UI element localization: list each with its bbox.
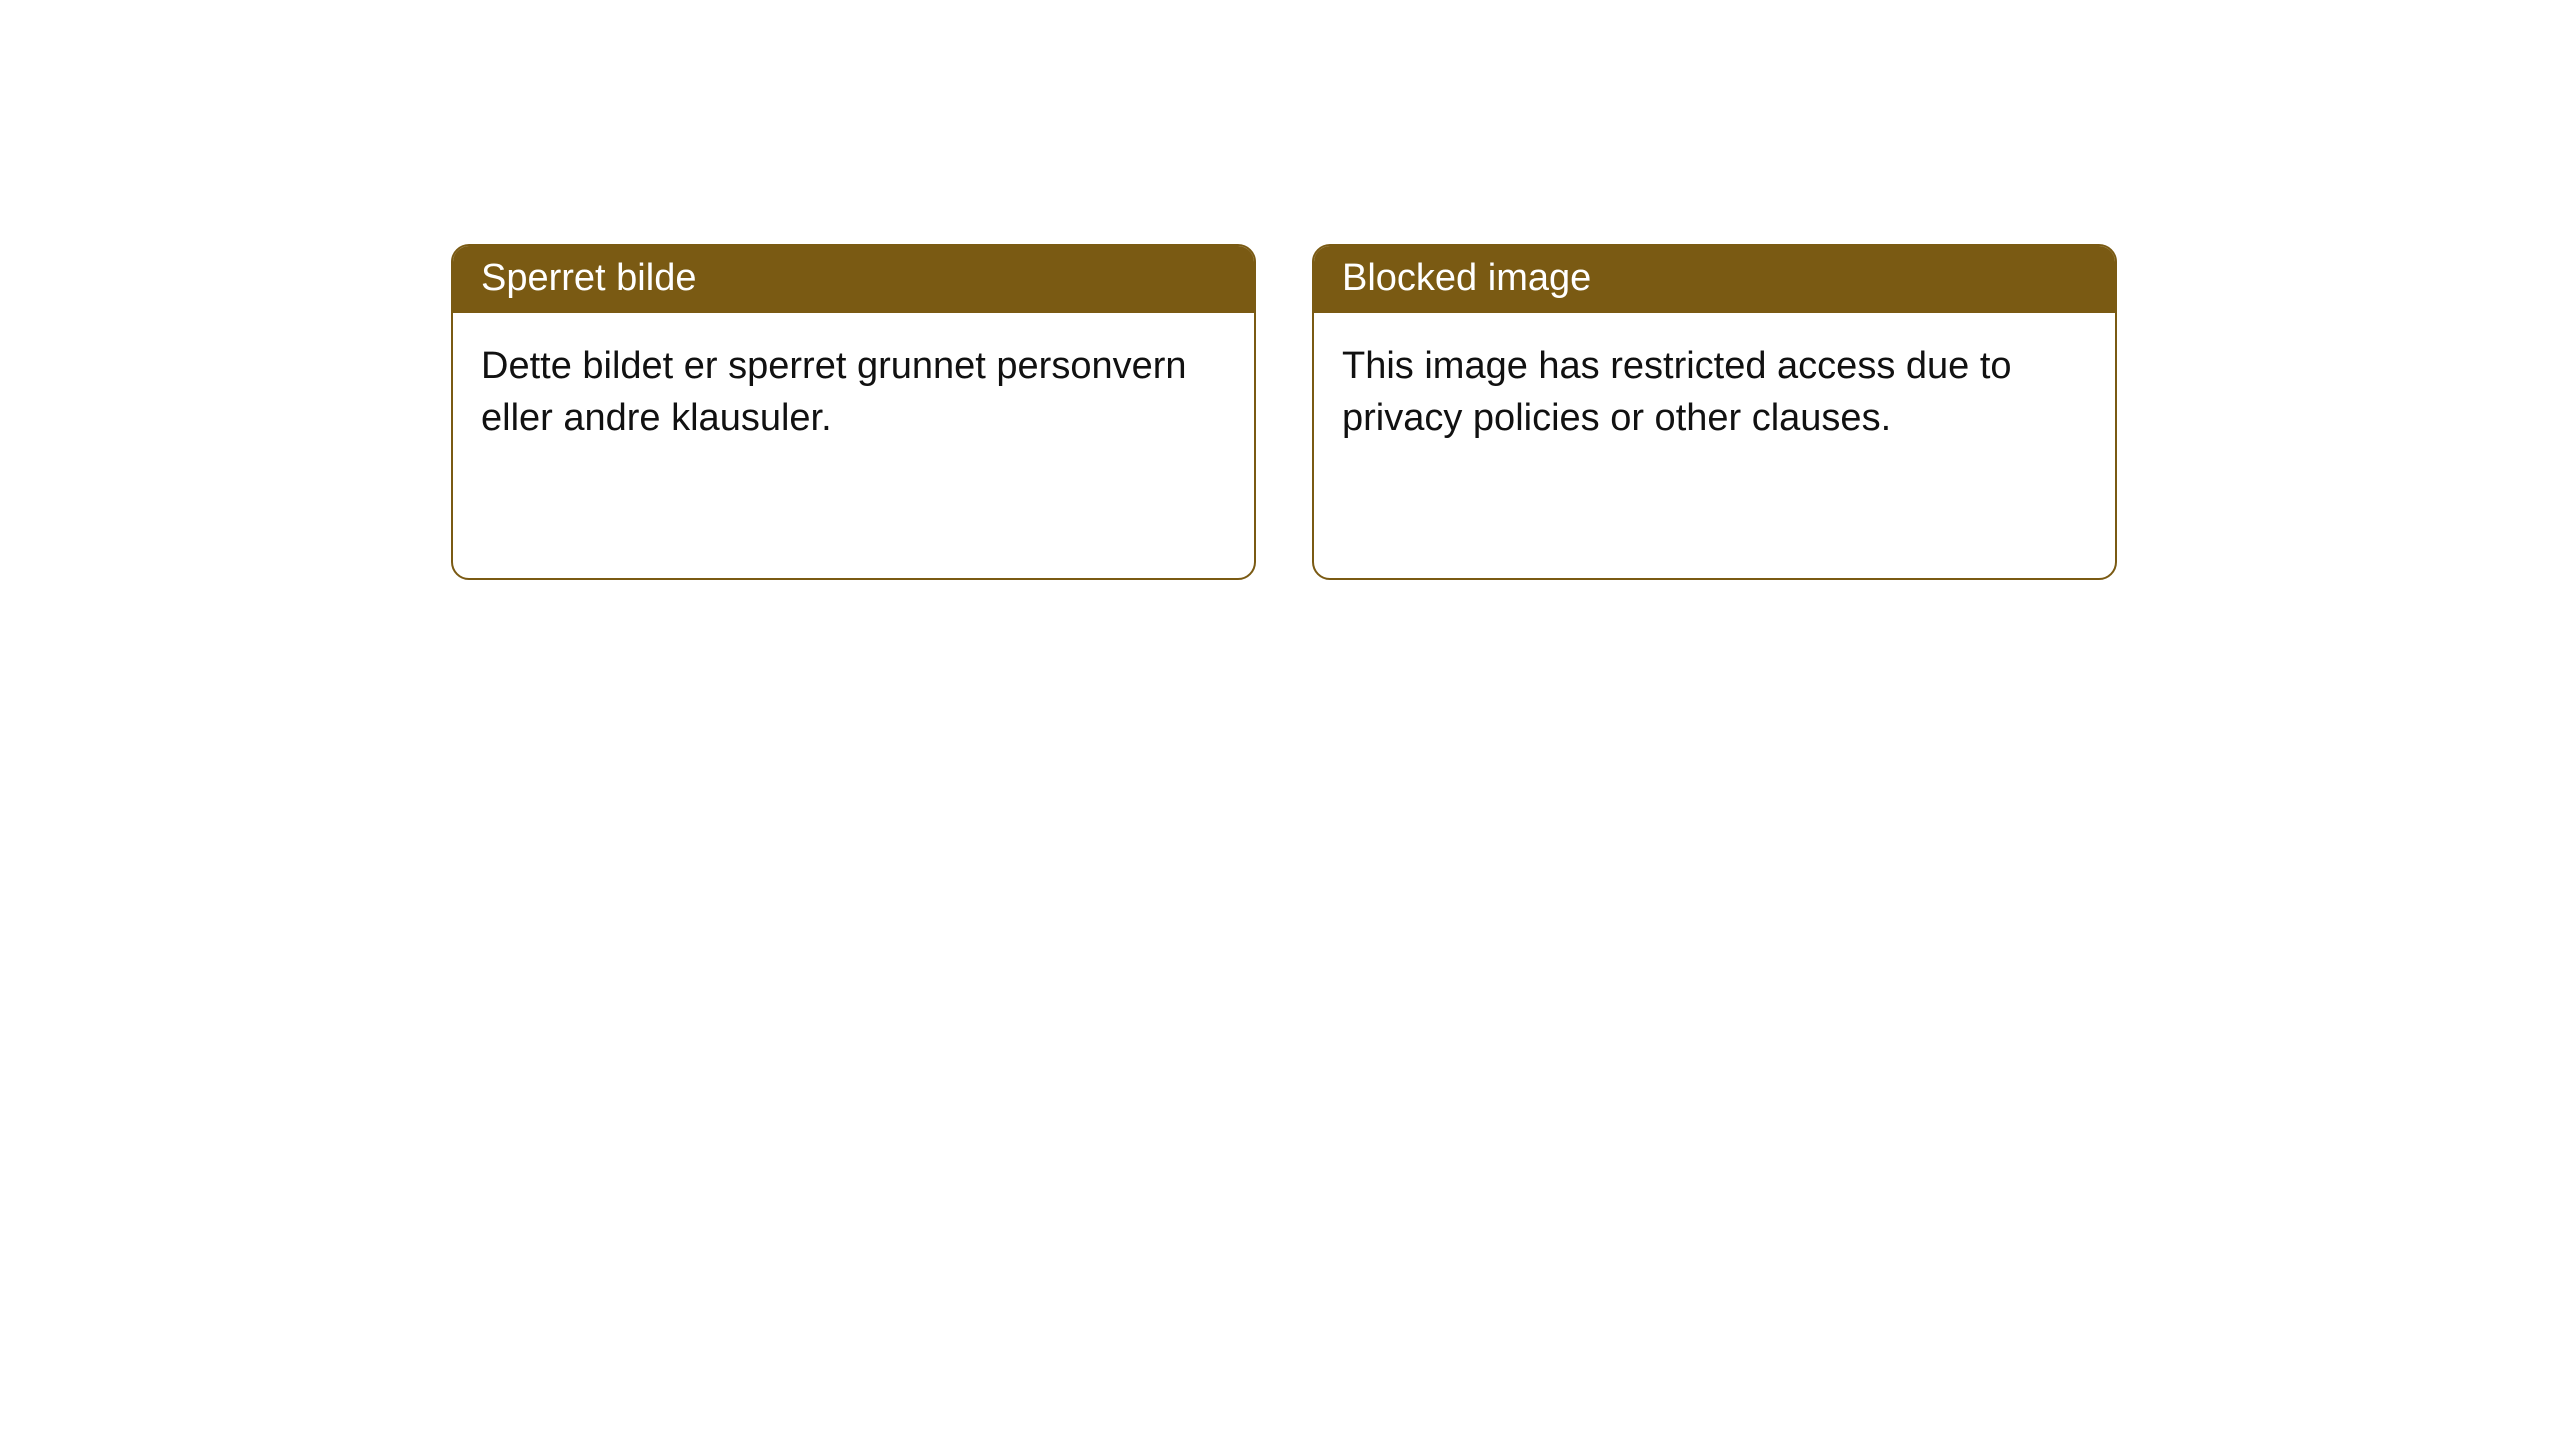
notice-card-english: Blocked image This image has restricted … [1312,244,2117,580]
notice-header-english: Blocked image [1314,246,2115,313]
notice-body-norwegian: Dette bildet er sperret grunnet personve… [453,313,1254,444]
notice-header-norwegian: Sperret bilde [453,246,1254,313]
notice-card-norwegian: Sperret bilde Dette bildet er sperret gr… [451,244,1256,580]
notice-container: Sperret bilde Dette bildet er sperret gr… [0,0,2560,580]
notice-body-english: This image has restricted access due to … [1314,313,2115,444]
